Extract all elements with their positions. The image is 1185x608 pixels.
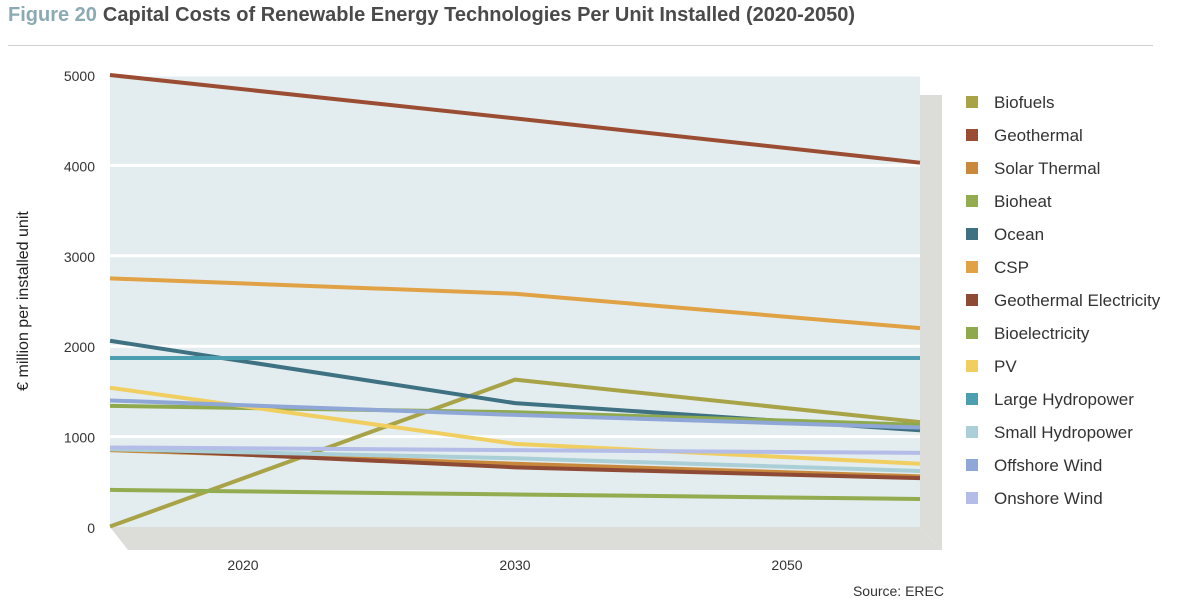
figure-title-text: Capital Costs of Renewable Energy Techno… bbox=[102, 4, 855, 26]
title-divider bbox=[8, 45, 1153, 46]
legend-label: Small Hydropower bbox=[994, 423, 1133, 442]
series-line-geothermal bbox=[109, 73, 921, 165]
figure-title: Figure 20 Capital Costs of Renewable Ener… bbox=[8, 4, 855, 27]
y-tick-label: 4000 bbox=[64, 158, 95, 174]
series-line-biofuels bbox=[109, 377, 921, 529]
legend-swatch bbox=[966, 162, 978, 174]
legend-label: Biofuels bbox=[994, 93, 1054, 112]
legend-label: Offshore Wind bbox=[994, 456, 1102, 475]
plot-side-wall bbox=[920, 95, 942, 550]
series-line-offshore-wind bbox=[109, 398, 921, 430]
y-tick-label: 1000 bbox=[64, 430, 95, 446]
legend-swatch bbox=[966, 96, 978, 108]
y-tick-label: 2000 bbox=[64, 339, 95, 355]
legend-swatch bbox=[966, 261, 978, 273]
y-axis-label: € million per installed unit bbox=[15, 211, 32, 391]
series-line-geothermal-electricity bbox=[109, 446, 921, 481]
x-tick-label: 2030 bbox=[499, 557, 530, 573]
y-tick-label: 5000 bbox=[64, 68, 95, 84]
legend-swatch bbox=[966, 327, 978, 339]
legend-label: Geothermal Electricity bbox=[994, 291, 1161, 310]
legend-label: CSP bbox=[994, 258, 1029, 277]
legend-swatch bbox=[966, 492, 978, 504]
series-line-csp bbox=[109, 276, 921, 331]
legend-label: Solar Thermal bbox=[994, 159, 1100, 178]
source-note: Source: EREC bbox=[852, 583, 944, 599]
legend-swatch bbox=[966, 459, 978, 471]
x-tick-label: 2050 bbox=[771, 557, 802, 573]
legend-label: Geothermal bbox=[994, 126, 1083, 145]
legend-swatch bbox=[966, 228, 978, 240]
legend-swatch bbox=[966, 294, 978, 306]
legend-label: Onshore Wind bbox=[994, 489, 1103, 508]
plot-floor bbox=[110, 527, 942, 550]
series-line-onshore-wind bbox=[109, 445, 921, 455]
legend-label: Bioheat bbox=[994, 192, 1052, 211]
figure-label: Figure 20 bbox=[8, 4, 97, 26]
x-tick-label: 2020 bbox=[227, 557, 258, 573]
legend-swatch bbox=[966, 129, 978, 141]
legend-label: Ocean bbox=[994, 225, 1044, 244]
series-line-bioheat bbox=[109, 487, 921, 501]
y-tick-label: 0 bbox=[87, 520, 95, 536]
legend-swatch bbox=[966, 393, 978, 405]
legend-label: Large Hydropower bbox=[994, 390, 1134, 409]
y-tick-label: 3000 bbox=[64, 249, 95, 265]
legend-swatch bbox=[966, 195, 978, 207]
legend-label: PV bbox=[994, 357, 1017, 376]
legend-label: Bioelectricity bbox=[994, 324, 1090, 343]
legend-swatch bbox=[966, 426, 978, 438]
series-line-small-hydropower bbox=[109, 447, 921, 473]
legend-swatch bbox=[966, 360, 978, 372]
